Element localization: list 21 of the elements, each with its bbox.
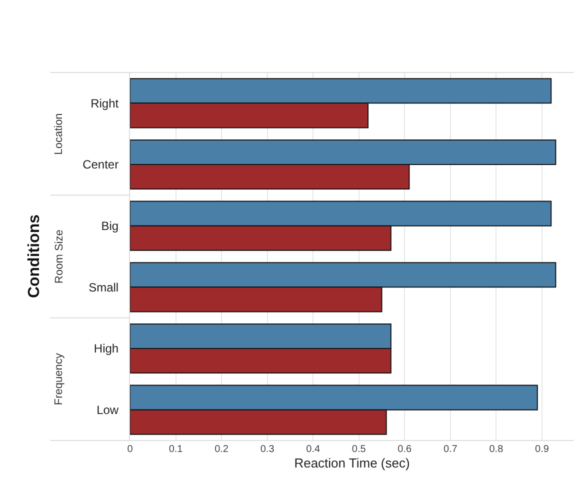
x-tick-label: 0.8 (489, 444, 504, 455)
y-axis-title: Conditions (26, 214, 44, 298)
y-tick-label: Small (88, 280, 119, 294)
x-tick-label: 0.3 (260, 444, 275, 455)
x-axis-title: Reaction Time (sec) (294, 456, 410, 471)
x-tick-label: 0.9 (535, 444, 550, 455)
x-tick-label: 0.5 (352, 444, 366, 455)
x-tick-label: 0.6 (398, 444, 412, 455)
y-tick-label: Big (101, 219, 119, 234)
x-tick-label: 0.1 (168, 444, 184, 455)
y-tick-label: Right (90, 96, 120, 110)
y-tick-label: Low (96, 403, 119, 418)
y-tick-label: Center (82, 158, 119, 172)
x-tick-label: 0.2 (214, 444, 229, 455)
x-tick-label: 0.4 (306, 444, 320, 455)
text: Location (53, 113, 66, 155)
text: Room Size (53, 230, 66, 284)
x-tick-label: 0.7 (443, 444, 458, 455)
x-tick-label: 0 (127, 444, 134, 455)
y-tick-label: High (94, 342, 119, 356)
text: Frequency (52, 352, 65, 406)
